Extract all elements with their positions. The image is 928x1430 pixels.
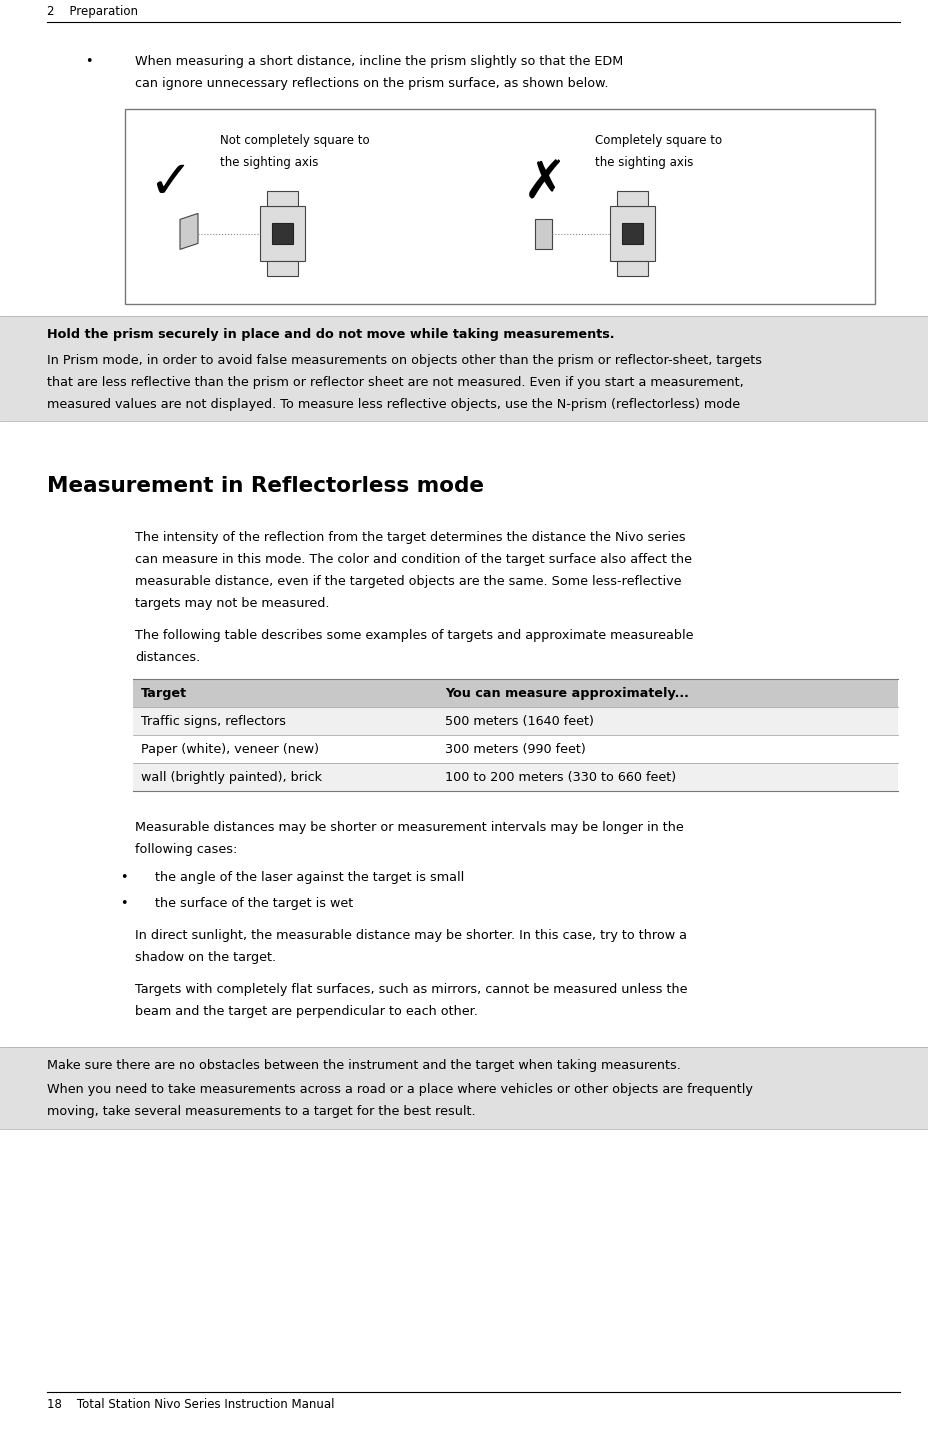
Text: In Prism mode, in order to avoid false measurements on objects other than the pr: In Prism mode, in order to avoid false m… (47, 355, 761, 368)
Bar (616, 192, 648, 206)
Bar (266, 192, 298, 206)
Text: shadow on the target.: shadow on the target. (135, 951, 276, 964)
Bar (133, 679, 897, 706)
Bar (610, 206, 654, 262)
Text: can measure in this mode. The color and condition of the target surface also aff: can measure in this mode. The color and … (135, 553, 691, 566)
Text: Make sure there are no obstacles between the instrument and the target when taki: Make sure there are no obstacles between… (47, 1060, 680, 1072)
Text: ✗: ✗ (522, 157, 566, 209)
Text: can ignore unnecessary reflections on the prism surface, as shown below.: can ignore unnecessary reflections on th… (135, 77, 608, 90)
Bar (133, 706, 897, 735)
Text: measured values are not displayed. To measure less reflective objects, use the N: measured values are not displayed. To me… (47, 398, 740, 410)
Text: 500 meters (1640 feet): 500 meters (1640 feet) (445, 715, 593, 728)
Text: In direct sunlight, the measurable distance may be shorter. In this case, try to: In direct sunlight, the measurable dista… (135, 930, 687, 942)
Text: distances.: distances. (135, 651, 200, 664)
Text: targets may not be measured.: targets may not be measured. (135, 596, 329, 611)
Text: the surface of the target is wet: the surface of the target is wet (155, 897, 353, 909)
Polygon shape (180, 213, 198, 249)
Text: Completely square to: Completely square to (594, 134, 721, 147)
Text: moving, take several measurements to a target for the best result.: moving, take several measurements to a t… (47, 1105, 475, 1118)
Text: beam and the target are perpendicular to each other.: beam and the target are perpendicular to… (135, 1005, 477, 1018)
Text: When you need to take measurements across a road or a place where vehicles or ot: When you need to take measurements acros… (47, 1083, 752, 1095)
Text: Target: Target (141, 686, 187, 699)
Text: •: • (120, 897, 127, 909)
Text: The intensity of the reflection from the target determines the distance the Nivo: The intensity of the reflection from the… (135, 531, 685, 543)
Bar (0, 1047, 928, 1130)
Bar (0, 316, 928, 420)
Bar (535, 219, 551, 249)
Text: 300 meters (990 feet): 300 meters (990 feet) (445, 742, 586, 755)
Text: wall (brightly painted), brick: wall (brightly painted), brick (141, 771, 322, 784)
Text: Measurable distances may be shorter or measurement intervals may be longer in th: Measurable distances may be shorter or m… (135, 821, 683, 834)
Text: When measuring a short distance, incline the prism slightly so that the EDM: When measuring a short distance, incline… (135, 54, 623, 69)
Text: 100 to 200 meters (330 to 660 feet): 100 to 200 meters (330 to 660 feet) (445, 771, 676, 784)
Bar (272, 223, 292, 245)
Bar (133, 735, 897, 764)
Text: Targets with completely flat surfaces, such as mirrors, cannot be measured unles: Targets with completely flat surfaces, s… (135, 982, 687, 997)
Bar (133, 764, 897, 791)
Text: You can measure approximately...: You can measure approximately... (445, 686, 689, 699)
Text: •: • (84, 54, 93, 69)
Text: Hold the prism securely in place and do not move while taking measurements.: Hold the prism securely in place and do … (47, 327, 613, 340)
Text: The following table describes some examples of targets and approximate measureab: The following table describes some examp… (135, 629, 693, 642)
Text: •: • (120, 871, 127, 884)
Text: the sighting axis: the sighting axis (220, 156, 318, 169)
Text: the sighting axis: the sighting axis (594, 156, 692, 169)
Bar (622, 223, 642, 245)
Text: Traffic signs, reflectors: Traffic signs, reflectors (141, 715, 286, 728)
Text: the angle of the laser against the target is small: the angle of the laser against the targe… (155, 871, 464, 884)
Text: ✓: ✓ (148, 157, 192, 209)
Text: 2    Preparation: 2 Preparation (47, 4, 138, 19)
Text: 18    Total Station Nivo Series Instruction Manual: 18 Total Station Nivo Series Instruction… (47, 1399, 334, 1411)
Text: Paper (white), veneer (new): Paper (white), veneer (new) (141, 742, 318, 755)
Text: measurable distance, even if the targeted objects are the same. Some less-reflec: measurable distance, even if the targete… (135, 575, 681, 588)
Bar (266, 262, 298, 276)
Bar (125, 109, 874, 305)
Text: following cases:: following cases: (135, 844, 238, 857)
Bar (260, 206, 304, 262)
Text: that are less reflective than the prism or reflector sheet are not measured. Eve: that are less reflective than the prism … (47, 376, 743, 389)
Text: Not completely square to: Not completely square to (220, 134, 369, 147)
Bar (616, 262, 648, 276)
Text: Measurement in Reflectorless mode: Measurement in Reflectorless mode (47, 476, 483, 496)
